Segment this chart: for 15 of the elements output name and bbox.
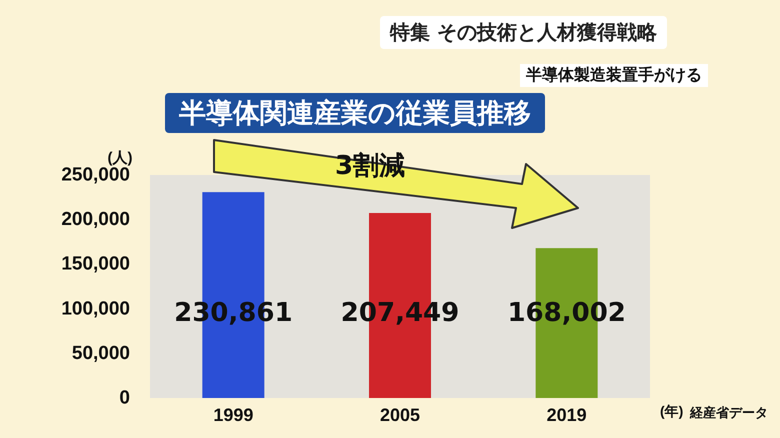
chart-subtitle: 特集 その技術と人材獲得戦略 — [380, 16, 667, 49]
y-tick-label: 150,000 — [61, 254, 130, 275]
x-tick-label: 1999 — [213, 405, 254, 425]
y-tick-label: 100,000 — [61, 298, 130, 320]
text: 経産省データ — [690, 404, 768, 422]
y-tick-label: 250,000 — [61, 164, 130, 186]
chart-title: 半導体関連産業の従業員推移 — [165, 93, 545, 133]
y-axis-title: (人) — [108, 150, 132, 167]
y-tick-label: 200,000 — [61, 209, 130, 230]
y-tick-label: 50,000 — [72, 342, 130, 364]
x-axis-title: (年) — [660, 403, 684, 419]
y-tick-label: 0 — [119, 388, 130, 408]
x-tick-label: 2019 — [546, 405, 587, 425]
text: 半導体製造装置手がける — [520, 64, 708, 87]
x-tick-label: 2005 — [380, 405, 420, 425]
